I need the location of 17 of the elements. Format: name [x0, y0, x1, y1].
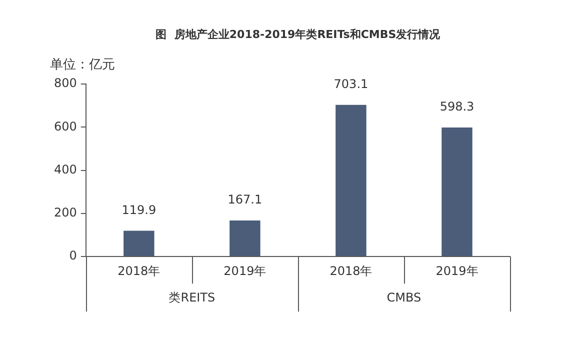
x-tick-label: 2018年 — [330, 264, 372, 278]
text: CMBS — [386, 290, 422, 305]
chart-title: 图 房地产企业2018-2019年类REITs和CMBS发行情况 — [156, 28, 442, 41]
data-label: 119.9 — [122, 202, 156, 217]
y-tick-label: 600 — [54, 119, 77, 134]
x-tick-label: 2018年 — [118, 264, 160, 278]
y-axis-title: 单位：亿元 — [50, 57, 115, 72]
data-label: 167.1 — [228, 192, 262, 207]
y-tick-label: 0 — [69, 248, 77, 263]
data-label: 598.3 — [440, 100, 474, 114]
y-tick-label: 400 — [54, 162, 77, 176]
y-tick-label: 200 — [54, 206, 77, 220]
x-tick-label: 2019年 — [436, 264, 478, 278]
text: 类REITS — [168, 290, 216, 305]
x-tick-label: 2019年 — [224, 264, 266, 278]
y-tick-label: 800 — [54, 76, 77, 90]
data-label: 703.1 — [334, 77, 368, 92]
